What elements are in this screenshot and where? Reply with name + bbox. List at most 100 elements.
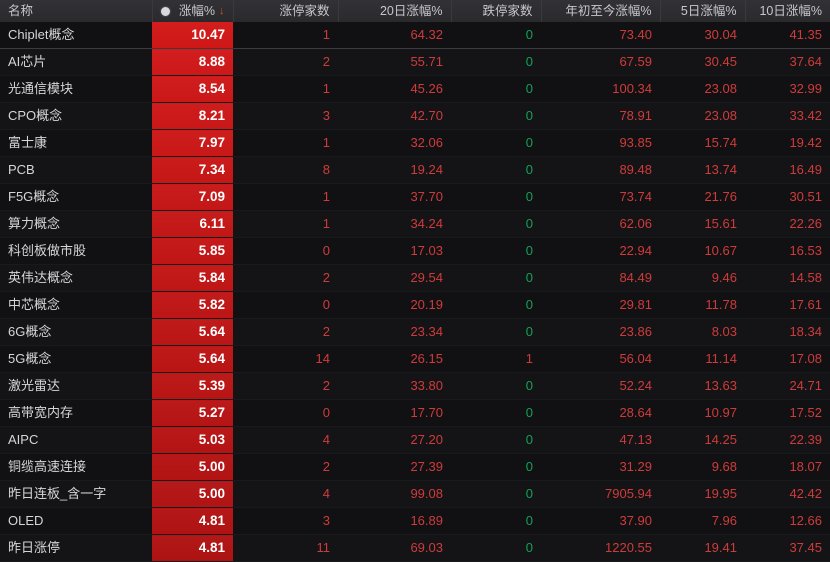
cell-20d-change-text: 27.20 <box>410 432 443 447</box>
cell-limit-down-count-text: 0 <box>525 270 533 285</box>
table-row[interactable]: AI芯片 8.88 2 55.71 0 67.59 30.45 37.64 <box>0 48 830 76</box>
column-header-5d-change[interactable]: 5日涨幅% <box>660 0 746 22</box>
cell-limit-down-count: 0 <box>451 480 541 508</box>
sort-desc-arrow-icon[interactable]: ↓ <box>219 5 225 17</box>
cell-change-pct: 5.64 <box>152 318 233 346</box>
cell-ytd-change: 62.06 <box>541 210 660 238</box>
table-row[interactable]: 昨日涨停 4.81 11 69.03 0 1220.55 19.41 37.45 <box>0 534 830 562</box>
column-header-name-label: 名称 <box>8 4 34 18</box>
cell-10d-change: 30.51 <box>745 183 830 211</box>
cell-change-pct-text: 5.64 <box>198 324 225 339</box>
cell-limit-down-count-text: 0 <box>525 324 533 339</box>
cell-10d-change: 37.64 <box>745 48 830 76</box>
cell-5d-change: 15.74 <box>660 129 745 157</box>
cell-change-pct: 5.64 <box>152 345 233 373</box>
cell-change-pct-text: 4.81 <box>198 540 225 555</box>
cell-change-pct-text: 5.39 <box>198 378 225 393</box>
cell-20d-change-text: 37.70 <box>410 189 443 204</box>
cell-10d-change: 22.26 <box>745 210 830 238</box>
cell-ytd-change-text: 23.86 <box>619 324 652 339</box>
column-header-10d-change[interactable]: 10日涨幅% <box>745 0 830 22</box>
cell-20d-change: 33.80 <box>338 372 451 400</box>
cell-limit-up-count-text: 0 <box>322 297 330 312</box>
cell-name: 光通信模块 <box>0 75 152 103</box>
cell-10d-change-text: 41.35 <box>789 27 822 42</box>
cell-20d-change-text: 17.70 <box>410 405 443 420</box>
table-row[interactable]: CPO概念 8.21 3 42.70 0 78.91 23.08 33.42 <box>0 102 830 130</box>
table-row[interactable]: AIPC 5.03 4 27.20 0 47.13 14.25 22.39 <box>0 426 830 454</box>
cell-20d-change: 17.70 <box>338 399 451 427</box>
table-row[interactable]: PCB 7.34 8 19.24 0 89.48 13.74 16.49 <box>0 156 830 184</box>
cell-20d-change: 23.34 <box>338 318 451 346</box>
cell-ytd-change: 37.90 <box>541 507 660 535</box>
column-header-name[interactable]: 名称 <box>0 0 153 22</box>
cell-ytd-change-text: 78.91 <box>619 108 652 123</box>
circle-dot-icon <box>160 6 170 16</box>
table-row[interactable]: 中芯概念 5.82 0 20.19 0 29.81 11.78 17.61 <box>0 291 830 319</box>
table-row[interactable]: 昨日连板_含一字 5.00 4 99.08 0 7905.94 19.95 42.42 <box>0 480 830 508</box>
cell-5d-change-text: 30.45 <box>704 54 737 69</box>
column-header-limit-down-count[interactable]: 跌停家数 <box>451 0 542 22</box>
cell-5d-change-text: 11.78 <box>705 297 737 312</box>
cell-5d-change-text: 9.68 <box>711 459 737 474</box>
cell-20d-change-text: 29.54 <box>410 270 443 285</box>
cell-limit-up-count: 3 <box>233 102 338 130</box>
table-row[interactable]: 算力概念 6.11 1 34.24 0 62.06 15.61 22.26 <box>0 210 830 238</box>
cell-limit-up-count-text: 2 <box>322 459 330 474</box>
cell-5d-change: 9.46 <box>660 264 745 292</box>
cell-change-pct: 5.00 <box>152 453 233 481</box>
table-row[interactable]: 铜缆高速连接 5.00 2 27.39 0 31.29 9.68 18.07 <box>0 453 830 481</box>
table-row[interactable]: Chiplet概念 10.47 1 64.32 0 73.40 30.04 41.35 <box>0 22 830 49</box>
cell-5d-change-text: 15.74 <box>704 135 737 150</box>
column-header-ytd-change[interactable]: 年初至今涨幅% <box>541 0 661 22</box>
table-row[interactable]: 高带宽内存 5.27 0 17.70 0 28.64 10.97 17.52 <box>0 399 830 427</box>
cell-limit-up-count: 4 <box>233 426 338 454</box>
cell-limit-up-count: 2 <box>233 264 338 292</box>
cell-change-pct-text: 10.47 <box>191 27 225 42</box>
table-row[interactable]: 科创板做市股 5.85 0 17.03 0 22.94 10.67 16.53 <box>0 237 830 265</box>
cell-limit-up-count: 0 <box>233 291 338 319</box>
column-header-20d-change[interactable]: 20日涨幅% <box>338 0 452 22</box>
cell-name-text: 科创板做市股 <box>8 243 87 258</box>
table-row[interactable]: OLED 4.81 3 16.89 0 37.90 7.96 12.66 <box>0 507 830 535</box>
cell-20d-change-text: 99.08 <box>410 486 443 501</box>
cell-20d-change-text: 19.24 <box>410 162 443 177</box>
cell-change-pct-text: 5.27 <box>198 405 225 420</box>
cell-5d-change: 23.08 <box>660 75 745 103</box>
cell-name: 科创板做市股 <box>0 237 152 265</box>
table-row[interactable]: 光通信模块 8.54 1 45.26 0 100.34 23.08 32.99 <box>0 75 830 103</box>
cell-limit-up-count: 3 <box>233 507 338 535</box>
cell-20d-change: 42.70 <box>338 102 451 130</box>
table-row[interactable]: 5G概念 5.64 14 26.15 1 56.04 11.14 17.08 <box>0 345 830 373</box>
column-header-limit-up-count[interactable]: 涨停家数 <box>233 0 339 22</box>
cell-limit-up-count-text: 0 <box>322 243 330 258</box>
cell-change-pct: 5.85 <box>152 237 233 265</box>
cell-name: 中芯概念 <box>0 291 152 319</box>
cell-ytd-change-text: 89.48 <box>619 162 652 177</box>
table-row[interactable]: 富士康 7.97 1 32.06 0 93.85 15.74 19.42 <box>0 129 830 157</box>
cell-20d-change-text: 45.26 <box>410 81 443 96</box>
cell-limit-down-count: 0 <box>451 426 541 454</box>
cell-ytd-change-text: 93.85 <box>619 135 652 150</box>
cell-limit-up-count-text: 11 <box>316 540 331 555</box>
cell-10d-change: 18.07 <box>745 453 830 481</box>
cell-change-pct-text: 5.64 <box>198 351 225 366</box>
cell-10d-change-text: 18.34 <box>789 324 822 339</box>
cell-20d-change: 37.70 <box>338 183 451 211</box>
cell-limit-down-count-text: 0 <box>525 189 533 204</box>
table-row[interactable]: 6G概念 5.64 2 23.34 0 23.86 8.03 18.34 <box>0 318 830 346</box>
cell-name: 昨日连板_含一字 <box>0 480 152 508</box>
cell-20d-change-text: 27.39 <box>410 459 443 474</box>
table-row[interactable]: 激光雷达 5.39 2 33.80 0 52.24 13.63 24.71 <box>0 372 830 400</box>
column-header-change-pct[interactable]: 涨幅% ↓ <box>152 0 234 22</box>
cell-20d-change: 99.08 <box>338 480 451 508</box>
table-row[interactable]: F5G概念 7.09 1 37.70 0 73.74 21.76 30.51 <box>0 183 830 211</box>
cell-10d-change-text: 32.99 <box>789 81 822 96</box>
cell-name: CPO概念 <box>0 102 152 130</box>
cell-ytd-change: 89.48 <box>541 156 660 184</box>
cell-5d-change: 10.67 <box>660 237 745 265</box>
cell-10d-change-text: 22.26 <box>789 216 822 231</box>
table-row[interactable]: 英伟达概念 5.84 2 29.54 0 84.49 9.46 14.58 <box>0 264 830 292</box>
cell-ytd-change: 56.04 <box>541 345 660 373</box>
cell-ytd-change-text: 7905.94 <box>605 486 652 501</box>
